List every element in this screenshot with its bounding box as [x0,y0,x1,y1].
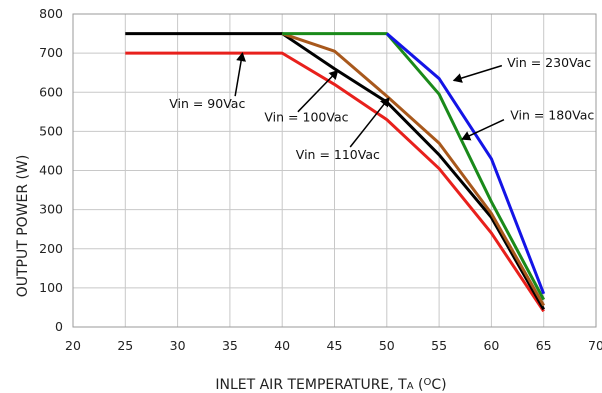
annotation-label-0: Vin = 90Vac [169,96,245,111]
x-tick-label: 65 [536,338,552,353]
x-tick-label: 60 [483,338,499,353]
annotation-label-1: Vin = 100Vac [264,110,348,125]
y-tick-label: 100 [39,280,63,295]
x-tick-label: 30 [170,338,186,353]
x-tick-label: 20 [65,338,81,353]
plot-frame [72,13,597,328]
annotation-arrow-0 [234,52,247,97]
y-tick-label: 500 [39,123,63,138]
x-tick-label: 40 [274,338,290,353]
annotation-label-3: Vin = 230Vac [507,55,591,70]
x-axis-title-degree: O [424,377,432,388]
x-tick-label: 35 [222,338,238,353]
series-line-3 [282,32,546,301]
series-line-4 [385,32,546,295]
y-tick-label: 400 [39,163,63,178]
x-tick-label: 45 [327,338,343,353]
annotation-arrow-1 [297,70,339,113]
y-tick-label: 0 [55,319,63,334]
annotations: Vin = 90Vac Vin = 100Vac Vin = 110Vac Vin =… [169,52,594,162]
annotation-label-4: Vin = 180Vac [510,108,594,123]
y-tick-label: 200 [39,241,63,256]
x-tick-label: 25 [117,338,133,353]
annotation-arrow-3 [452,64,503,83]
annotation-arrow-4 [461,118,505,141]
annotation-arrow-2 [349,97,390,148]
x-tick-label: 70 [588,338,602,353]
y-tick-label: 600 [39,84,63,99]
series-line-0 [125,51,545,313]
x-tick-label: 50 [379,338,395,353]
y-tick-label: 300 [39,202,63,217]
y-tick-label: 700 [39,45,63,60]
series-line-2 [281,32,546,307]
x-axis-title-unit: ( [414,377,424,393]
x-tick-label: 55 [431,338,447,353]
x-axis-title-subscript: A [407,381,414,392]
x-axis-title-main: INLET AIR TEMPERATURE, T [215,377,407,393]
x-axis-title-end: C) [431,377,446,393]
axes: 20 25 30 35 40 45 50 55 60 65 70010020030040050060… [39,6,602,353]
y-tick-label: 800 [39,6,63,21]
annotation-label-2: Vin = 110Vac [296,147,380,162]
x-axis-title: INLET AIR TEMPERATURE, TA (OC) [215,377,446,393]
y-axis-title: OUTPUT POWER (W) [15,155,31,298]
series-lines [125,32,546,313]
